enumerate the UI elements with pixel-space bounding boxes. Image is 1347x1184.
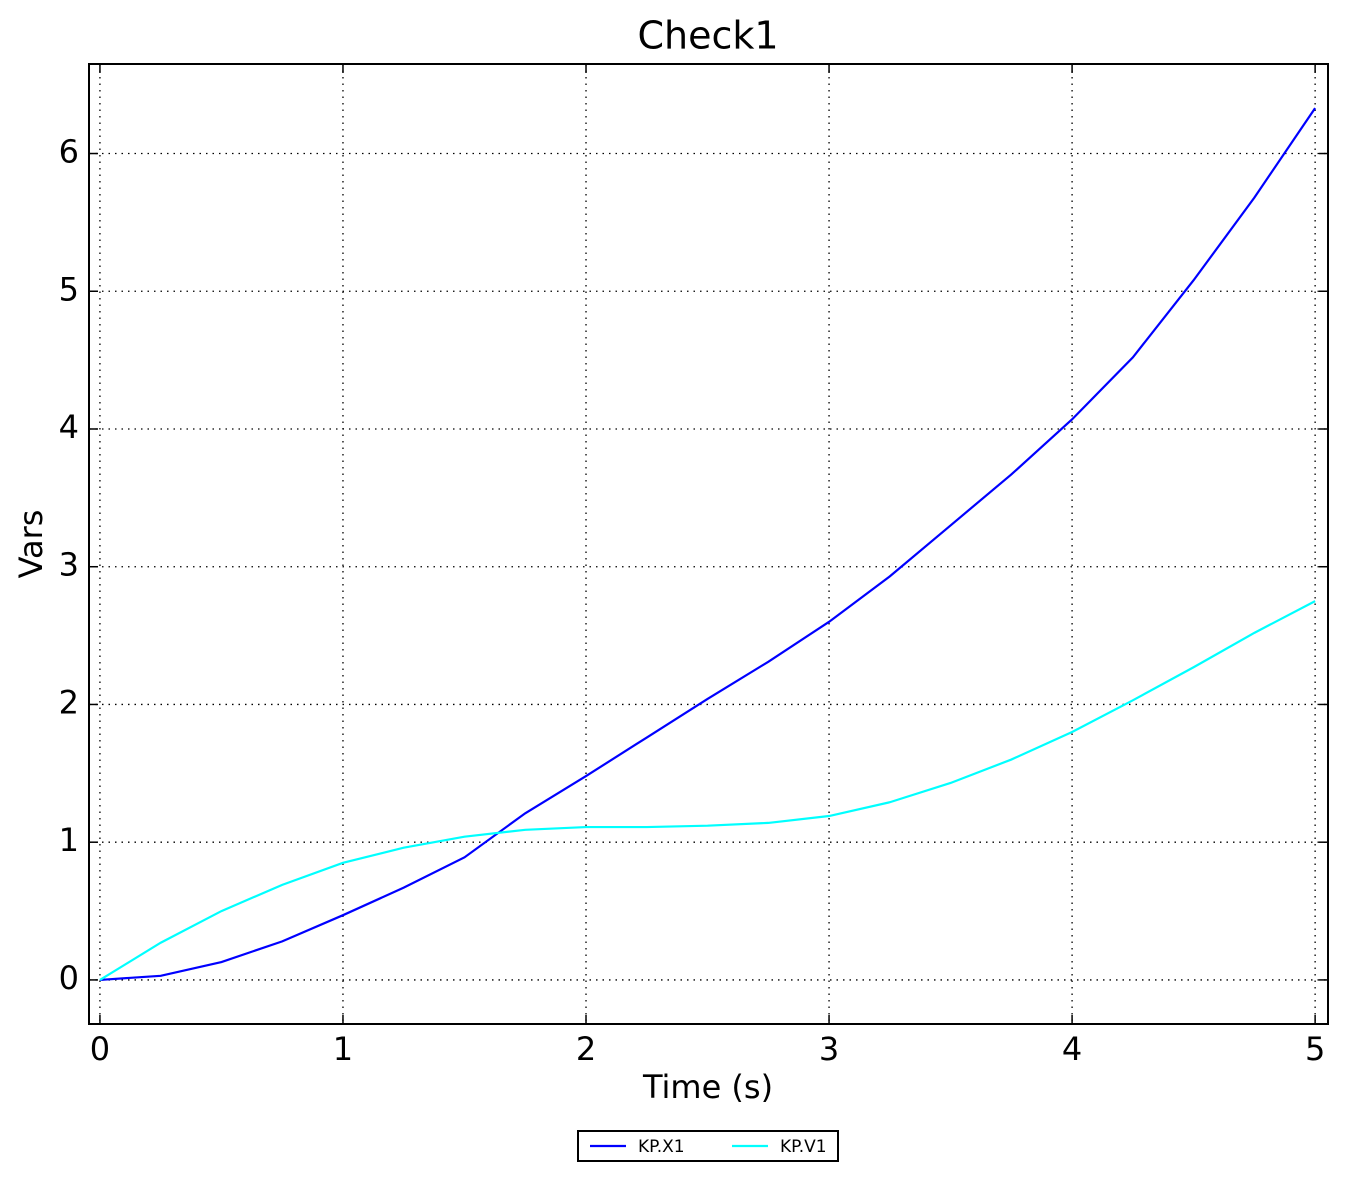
plot-frame — [88, 63, 1329, 1025]
x-axis-label: Time (s) — [642, 1068, 773, 1106]
x-tick-label: 2 — [576, 1030, 596, 1068]
legend-label: KP.X1 — [638, 1137, 685, 1157]
x-tick-label: 3 — [819, 1030, 839, 1068]
y-tick-label: 6 — [59, 133, 79, 171]
y-tick-label: 4 — [59, 408, 79, 446]
legend-label: KP.V1 — [780, 1137, 827, 1157]
x-tick-label: 0 — [90, 1030, 110, 1068]
y-axis-label: Vars — [12, 510, 50, 579]
chart-title: Check1 — [637, 14, 778, 58]
y-tick-label: 5 — [59, 270, 79, 308]
y-tick-label: 0 — [59, 959, 79, 997]
x-tick-label: 1 — [333, 1030, 353, 1068]
y-tick-label: 2 — [59, 683, 79, 721]
x-tick-label: 4 — [1062, 1030, 1082, 1068]
y-tick-label: 1 — [59, 821, 79, 859]
y-tick-label: 3 — [59, 546, 79, 584]
series-line — [99, 600, 1316, 981]
x-tick-label: 5 — [1305, 1030, 1325, 1068]
series-line — [99, 107, 1317, 982]
